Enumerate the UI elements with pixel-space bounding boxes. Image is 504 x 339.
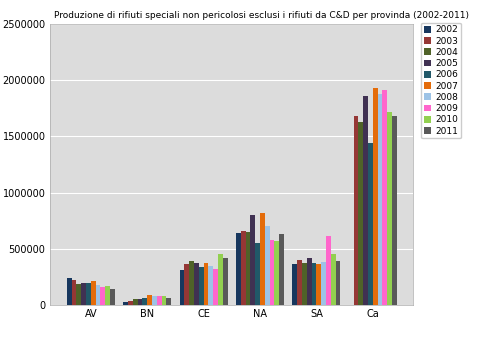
Bar bbox=[236, 233, 241, 305]
Bar bbox=[383, 89, 387, 305]
Legend: 2002, 2003, 2004, 2005, 2006, 2007, 2008, 2009, 2010, 2011: 2002, 2003, 2004, 2005, 2006, 2007, 2008… bbox=[421, 23, 461, 138]
Bar bbox=[387, 112, 392, 305]
Bar bbox=[147, 295, 152, 305]
Bar bbox=[358, 122, 363, 305]
Bar bbox=[67, 278, 72, 305]
Bar bbox=[110, 290, 115, 305]
Bar bbox=[349, 304, 354, 305]
Bar bbox=[260, 213, 265, 305]
Bar bbox=[190, 261, 194, 305]
Bar bbox=[218, 254, 223, 305]
Bar bbox=[363, 96, 368, 305]
Bar bbox=[373, 88, 377, 305]
Text: Produzione di rifiuti speciali non pericolosi esclusi i rifiuti da C&D per provi: Produzione di rifiuti speciali non peric… bbox=[54, 11, 469, 20]
Bar bbox=[133, 299, 138, 305]
Bar bbox=[270, 240, 274, 305]
Bar bbox=[162, 296, 166, 305]
Bar bbox=[209, 266, 213, 305]
Bar bbox=[354, 116, 358, 305]
Bar bbox=[274, 241, 279, 305]
Bar bbox=[128, 301, 133, 305]
Bar bbox=[250, 215, 255, 305]
Bar bbox=[123, 302, 128, 305]
Bar bbox=[91, 281, 96, 305]
Bar bbox=[204, 263, 209, 305]
Bar bbox=[152, 296, 157, 305]
Bar bbox=[317, 264, 321, 305]
Bar bbox=[199, 267, 204, 305]
Bar bbox=[326, 236, 331, 305]
Bar bbox=[241, 231, 245, 305]
Bar bbox=[311, 263, 317, 305]
Bar bbox=[368, 143, 373, 305]
Bar bbox=[105, 286, 110, 305]
Bar bbox=[157, 296, 162, 305]
Bar bbox=[279, 234, 284, 305]
Bar bbox=[194, 263, 199, 305]
Bar bbox=[307, 258, 311, 305]
Bar bbox=[86, 283, 91, 305]
Bar bbox=[331, 254, 336, 305]
Bar bbox=[336, 261, 340, 305]
Bar bbox=[213, 269, 218, 305]
Bar bbox=[166, 298, 171, 305]
Bar bbox=[138, 299, 143, 305]
Bar bbox=[255, 243, 260, 305]
Bar bbox=[96, 285, 100, 305]
Bar bbox=[321, 262, 326, 305]
Bar bbox=[184, 264, 190, 305]
Bar bbox=[180, 270, 184, 305]
Bar bbox=[81, 283, 86, 305]
Bar bbox=[100, 286, 105, 305]
Bar bbox=[143, 298, 147, 305]
Bar bbox=[292, 264, 297, 305]
Bar bbox=[297, 260, 302, 305]
Bar bbox=[265, 226, 270, 305]
Bar bbox=[302, 263, 307, 305]
Bar bbox=[377, 94, 383, 305]
Bar bbox=[245, 232, 250, 305]
Bar bbox=[72, 280, 77, 305]
Bar bbox=[392, 116, 397, 305]
Bar bbox=[77, 284, 81, 305]
Bar bbox=[223, 258, 228, 305]
